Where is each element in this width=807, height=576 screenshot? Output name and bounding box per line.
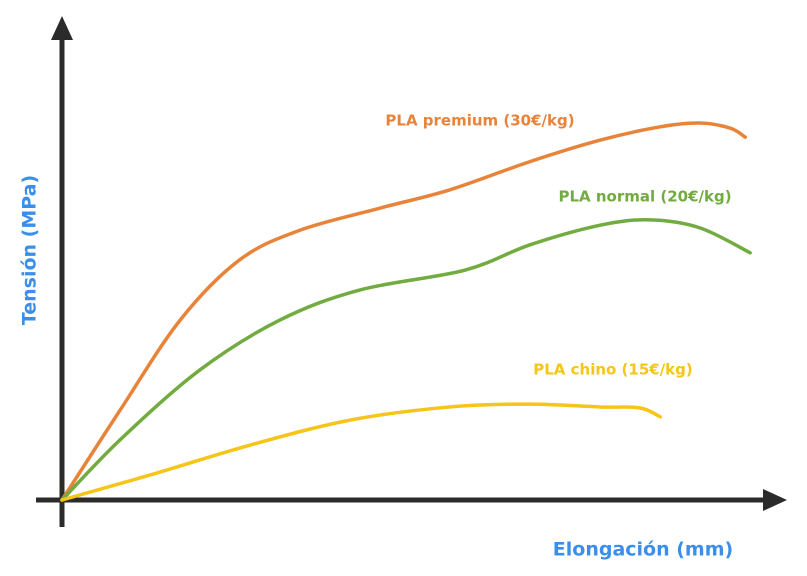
- series-label: PLA chino (15€/kg): [533, 361, 693, 379]
- y-axis-arrow: [51, 16, 73, 40]
- series-label: PLA premium (30€/kg): [385, 112, 574, 130]
- series-line: [60, 218, 752, 502]
- y-axis-label: Tensión (MPa): [19, 175, 41, 325]
- series-line: [60, 121, 747, 502]
- x-axis-arrow: [763, 489, 787, 511]
- x-axis-label: Elongación (mm): [553, 539, 733, 561]
- series-label: PLA normal (20€/kg): [558, 188, 731, 206]
- series-line: [60, 402, 663, 502]
